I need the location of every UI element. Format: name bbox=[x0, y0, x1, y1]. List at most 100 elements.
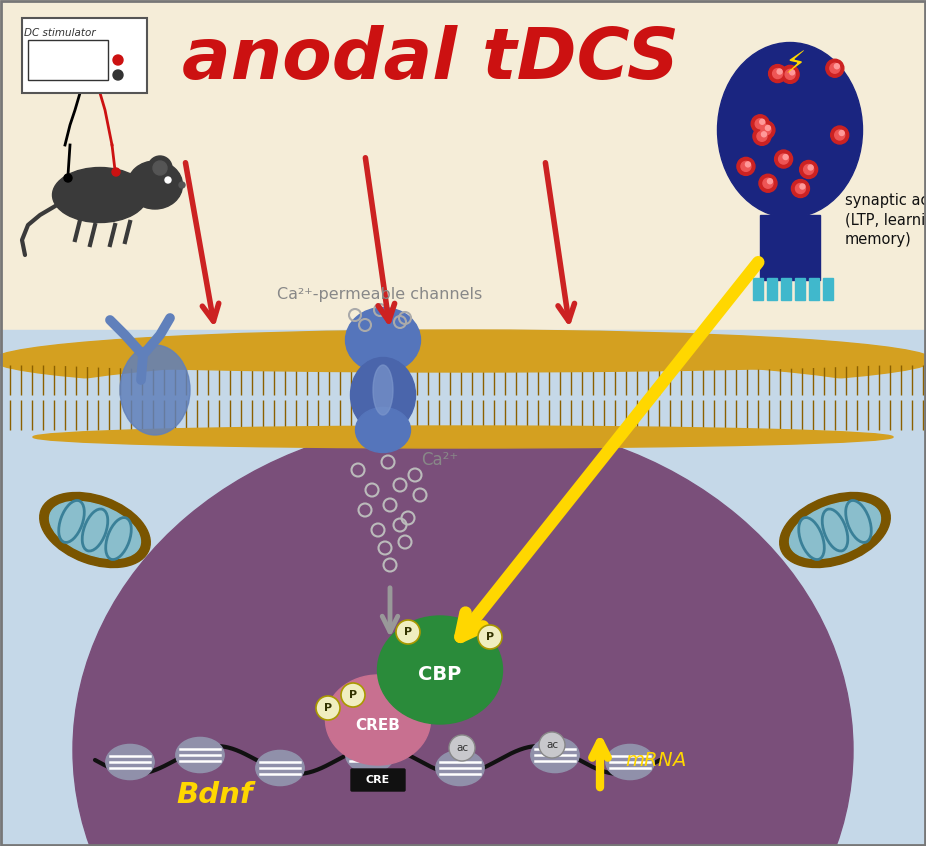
Circle shape bbox=[792, 179, 809, 197]
Text: ⚡: ⚡ bbox=[784, 51, 806, 80]
Bar bbox=[28, 40, 108, 80]
Ellipse shape bbox=[0, 344, 926, 372]
Text: Ca²⁺-permeable channels: Ca²⁺-permeable channels bbox=[278, 288, 482, 303]
Circle shape bbox=[745, 162, 750, 167]
Ellipse shape bbox=[23, 360, 903, 440]
Circle shape bbox=[839, 130, 845, 135]
Circle shape bbox=[113, 55, 123, 65]
Ellipse shape bbox=[531, 738, 579, 772]
Circle shape bbox=[165, 177, 171, 183]
Circle shape bbox=[341, 683, 365, 707]
Ellipse shape bbox=[378, 616, 503, 724]
Text: synaptic activation
(LTP, learning and
memory): synaptic activation (LTP, learning and m… bbox=[845, 193, 926, 247]
Circle shape bbox=[316, 696, 340, 720]
Circle shape bbox=[782, 65, 799, 84]
Ellipse shape bbox=[606, 744, 654, 780]
Circle shape bbox=[753, 127, 771, 146]
Circle shape bbox=[757, 121, 775, 139]
Ellipse shape bbox=[356, 408, 410, 453]
Ellipse shape bbox=[373, 365, 393, 415]
Circle shape bbox=[757, 131, 767, 141]
Circle shape bbox=[761, 125, 771, 135]
Bar bbox=[767, 278, 777, 300]
Ellipse shape bbox=[345, 307, 420, 372]
Text: Bdnf: Bdnf bbox=[177, 781, 253, 809]
Circle shape bbox=[759, 119, 765, 124]
Circle shape bbox=[795, 184, 806, 194]
Ellipse shape bbox=[50, 502, 141, 558]
Bar bbox=[823, 278, 833, 300]
Ellipse shape bbox=[53, 168, 147, 222]
Circle shape bbox=[783, 155, 788, 160]
Circle shape bbox=[826, 59, 844, 77]
Circle shape bbox=[800, 161, 818, 179]
Circle shape bbox=[113, 70, 123, 80]
Ellipse shape bbox=[73, 420, 853, 846]
Bar bbox=[0, 330, 926, 846]
Circle shape bbox=[834, 63, 839, 69]
Bar bbox=[760, 215, 820, 280]
Ellipse shape bbox=[790, 502, 881, 558]
Circle shape bbox=[148, 156, 172, 180]
Ellipse shape bbox=[106, 744, 155, 780]
Ellipse shape bbox=[0, 330, 926, 390]
Circle shape bbox=[763, 179, 773, 189]
Circle shape bbox=[396, 620, 420, 644]
Circle shape bbox=[751, 115, 770, 133]
Bar bbox=[753, 278, 763, 300]
Text: P: P bbox=[486, 632, 494, 642]
Ellipse shape bbox=[256, 750, 305, 786]
Circle shape bbox=[834, 130, 845, 140]
Text: DC stimulator: DC stimulator bbox=[24, 28, 95, 38]
Ellipse shape bbox=[33, 426, 893, 448]
Circle shape bbox=[756, 118, 765, 129]
Ellipse shape bbox=[326, 675, 431, 765]
Bar bbox=[781, 278, 791, 300]
Text: $\it{mRNA}$: $\it{mRNA}$ bbox=[625, 750, 686, 770]
Ellipse shape bbox=[351, 358, 416, 432]
Bar bbox=[22, 18, 147, 93]
Ellipse shape bbox=[40, 492, 150, 568]
Circle shape bbox=[779, 154, 789, 164]
Circle shape bbox=[774, 150, 793, 168]
Circle shape bbox=[769, 64, 786, 83]
Text: ac: ac bbox=[546, 740, 558, 750]
Circle shape bbox=[759, 174, 777, 192]
Circle shape bbox=[741, 162, 751, 172]
Text: ac: ac bbox=[456, 743, 468, 753]
Circle shape bbox=[449, 735, 475, 761]
Circle shape bbox=[478, 625, 502, 649]
Text: P: P bbox=[324, 703, 332, 713]
Circle shape bbox=[800, 184, 805, 189]
Ellipse shape bbox=[436, 750, 484, 786]
FancyBboxPatch shape bbox=[351, 769, 405, 791]
Text: Ca²⁺: Ca²⁺ bbox=[421, 451, 458, 469]
Text: P: P bbox=[404, 627, 412, 637]
Circle shape bbox=[808, 165, 813, 170]
Ellipse shape bbox=[120, 345, 190, 435]
Circle shape bbox=[761, 132, 767, 137]
Text: CBP: CBP bbox=[419, 666, 462, 684]
Ellipse shape bbox=[780, 492, 890, 568]
Ellipse shape bbox=[176, 738, 224, 772]
Circle shape bbox=[112, 168, 120, 176]
Circle shape bbox=[777, 69, 782, 74]
Bar bbox=[809, 278, 819, 300]
Circle shape bbox=[153, 161, 167, 175]
Circle shape bbox=[830, 63, 840, 74]
Circle shape bbox=[790, 70, 795, 74]
Text: anodal tDCS: anodal tDCS bbox=[181, 25, 679, 95]
Circle shape bbox=[785, 69, 795, 80]
Circle shape bbox=[179, 182, 185, 188]
Circle shape bbox=[539, 732, 565, 758]
Text: P: P bbox=[349, 690, 357, 700]
Circle shape bbox=[831, 126, 849, 144]
Bar bbox=[795, 278, 805, 300]
Circle shape bbox=[737, 157, 755, 175]
Ellipse shape bbox=[128, 161, 182, 209]
Text: CRE: CRE bbox=[366, 775, 390, 785]
Circle shape bbox=[766, 125, 770, 130]
Ellipse shape bbox=[718, 42, 862, 217]
Ellipse shape bbox=[345, 738, 394, 772]
Text: CREB: CREB bbox=[356, 717, 400, 733]
